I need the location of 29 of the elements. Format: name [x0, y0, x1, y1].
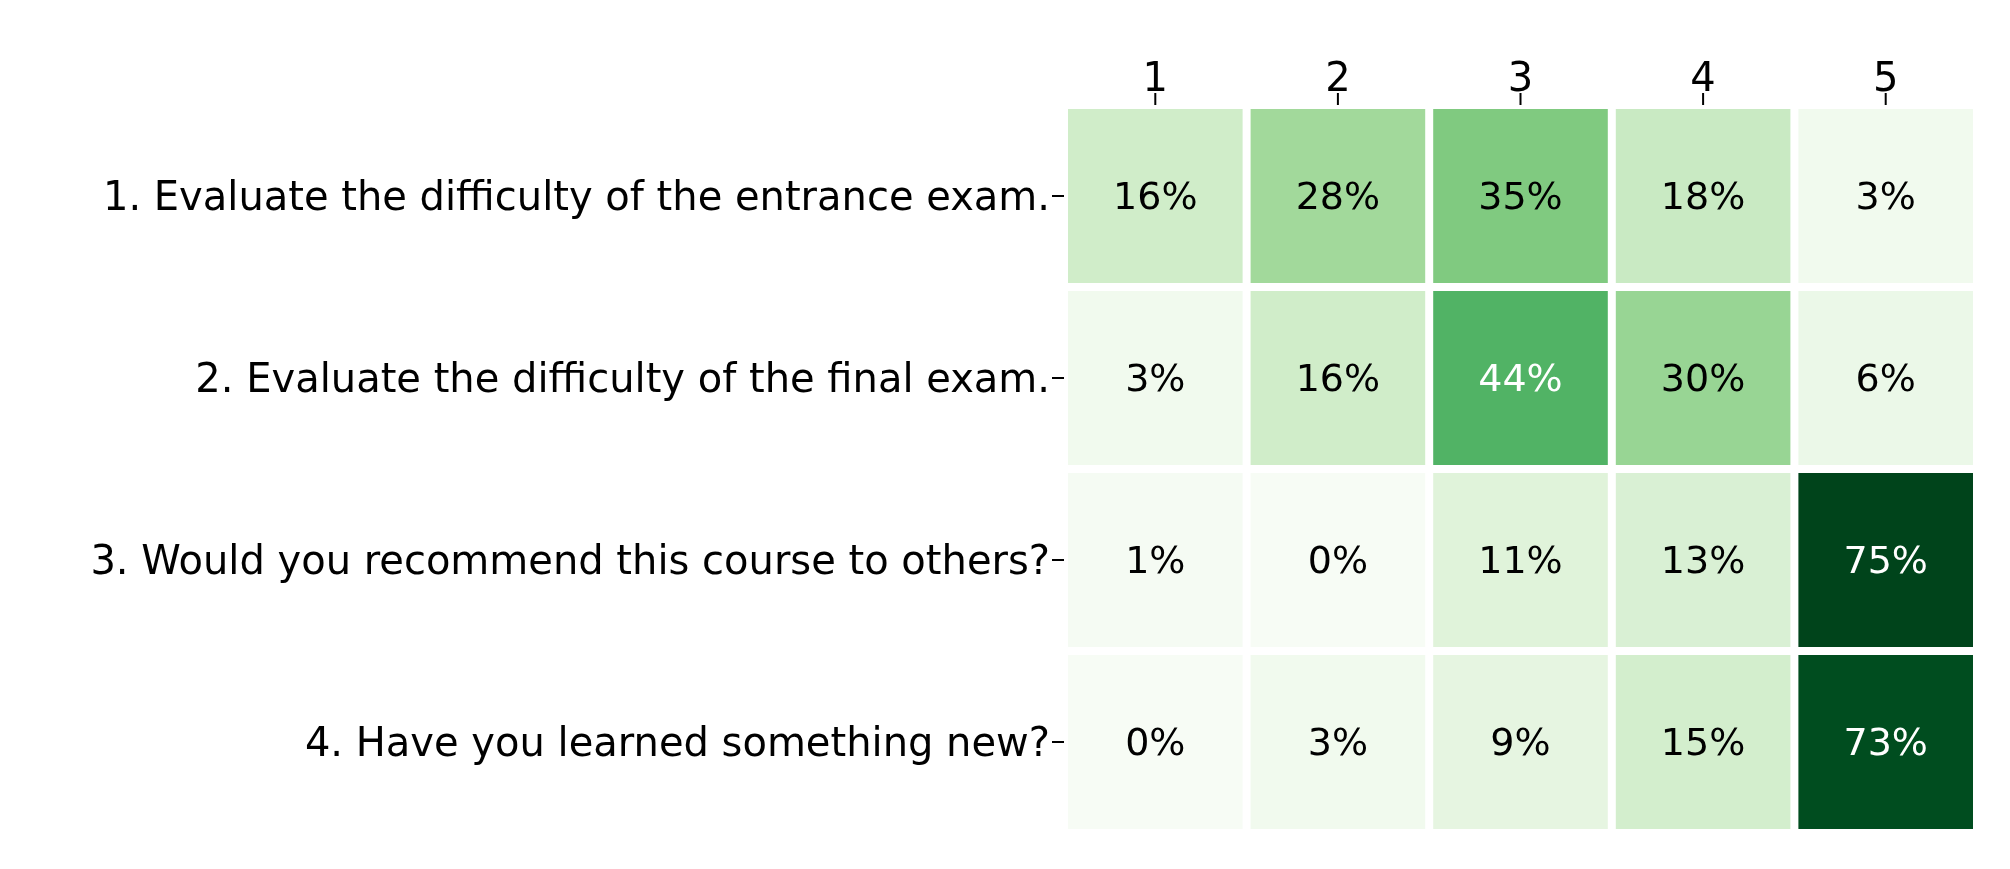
- data-label: 28%: [1295, 174, 1381, 218]
- data-label: 6%: [1855, 356, 1916, 400]
- data-label: 30%: [1660, 356, 1746, 400]
- data-label: 44%: [1478, 356, 1563, 400]
- data-label: 1%: [1125, 538, 1186, 582]
- x-tick-label: 3: [1507, 54, 1534, 100]
- x-tick-label: 4: [1690, 54, 1716, 100]
- data-label: 73%: [1843, 720, 1928, 764]
- data-label: 3%: [1855, 174, 1916, 218]
- data-label: 16%: [1113, 174, 1198, 218]
- y-tick-label: 4. Have you learned something new?: [304, 719, 1050, 766]
- y-tick-label: 2. Evaluate the difficulty of the final exam.: [195, 355, 1050, 402]
- x-tick-label: 1: [1142, 54, 1169, 100]
- data-label: 9%: [1490, 720, 1551, 764]
- x-tick-label: 5: [1872, 54, 1899, 100]
- data-label: 15%: [1660, 720, 1746, 764]
- data-label: 75%: [1843, 538, 1928, 582]
- data-label: 0%: [1125, 720, 1186, 764]
- data-label: 13%: [1660, 538, 1746, 582]
- y-tick-label: 3. Would you recommend this course to others?: [90, 537, 1050, 584]
- data-label: 0%: [1307, 538, 1369, 582]
- data-label: 3%: [1125, 356, 1186, 400]
- data-label: 11%: [1478, 538, 1563, 582]
- y-tick-label: 1. Evaluate the difficulty of the entrance exam.: [102, 173, 1050, 220]
- data-label: 3%: [1307, 720, 1369, 764]
- data-label: 16%: [1295, 356, 1381, 400]
- data-label: 18%: [1660, 174, 1746, 218]
- data-label: 35%: [1478, 174, 1563, 218]
- x-tick-label: 2: [1325, 54, 1351, 100]
